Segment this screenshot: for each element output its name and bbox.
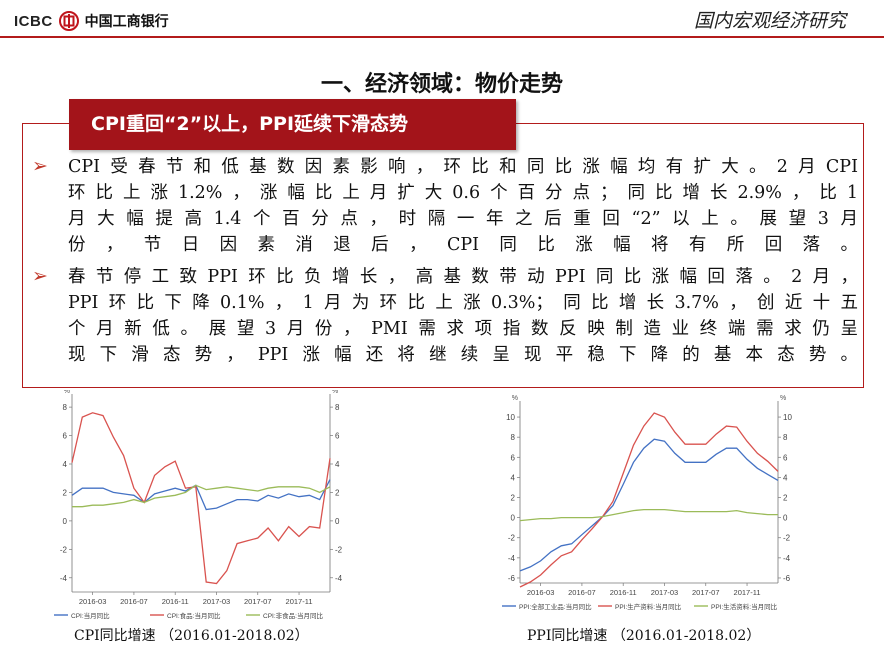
paragraph-line: 个月新低。展望3月份，PMI需求项指数反映制造业终端需求仍呈 [68,319,858,339]
series-line [71,479,331,511]
legend-label: CPI:非食品:当月同比 [263,611,323,620]
y-tick-label-left: -6 [508,574,516,583]
bullet-arrow-icon: ➢ [32,155,48,177]
y-tick-label-right: 10 [783,413,792,422]
bullet-arrow-icon: ➢ [32,265,48,287]
y-unit-label-right: % [332,390,338,395]
series-line [519,412,779,588]
y-tick-label-left: 0 [63,517,68,526]
x-tick-label: 2016-11 [610,588,637,597]
x-tick-label: 2016-03 [79,597,107,606]
paragraph-line: 环比上涨1.2%，涨幅比上月扩大0.6个百分点；同比增长2.9%，比1 [68,183,858,203]
ppi-chart-caption: PPI同比增速 （2016.01-2018.02） [527,628,761,644]
y-unit-label-left: % [64,390,70,395]
y-tick-label-left: 4 [63,460,68,469]
bullet-paragraph: 春节停工致PPI环比负增长，高基数带动PPI同比涨幅回落。2月， PPI环比下降… [68,264,858,368]
y-tick-label-right: -6 [783,574,791,583]
y-tick-label-right: -2 [335,545,343,554]
bank-name: 中国工商银行 [84,14,169,30]
section-title: 国内宏观经济研究 [693,10,846,32]
cpi-line-chart: % % -4 -4 -2 -2 0 0 2 2 4 4 6 6 8 8 2016-03 2016-07 2016-1… [54,390,343,620]
page-title: 一、经济领域：物价走势 [320,72,563,97]
legend-label: PPI:生活资料:当月同比 [711,602,778,611]
x-tick-label: 2017-03 [203,597,231,606]
y-tick-label-left: 4 [511,473,516,482]
series-line [519,438,779,572]
y-unit-label-right: % [780,395,786,402]
y-tick-label-right: 0 [335,517,340,526]
y-tick-label-right: 2 [783,494,788,503]
x-tick-label: 2016-11 [162,597,189,606]
y-tick-label-left: -2 [508,534,516,543]
header-divider [0,36,884,38]
y-tick-label-right: 2 [335,488,340,497]
y-unit-label-left: % [512,395,518,402]
x-tick-label: 2016-07 [120,597,148,606]
x-tick-label: 2016-07 [568,588,596,597]
series-line [519,508,778,522]
paragraph-line: CPI受春节和低基数因素影响，环比和同比涨幅均有扩大。2月CPI [68,157,858,177]
legend-label: CPI:食品:当月同比 [167,611,221,620]
logo-text: ICBC [14,12,53,30]
y-tick-label-left: 6 [63,432,68,441]
cpi-chart-caption: CPI同比增速 （2016.01-2018.02） [74,628,309,644]
y-tick-label-right: 8 [335,403,340,412]
legend-label: PPI:生产资料:当月同比 [615,602,682,611]
y-tick-label-left: 6 [511,453,516,462]
x-tick-label: 2017-07 [244,597,272,606]
paragraph-line: PPI环比下降0.1%，1月为环比上涨0.3%；同比增长3.7%，创近十五 [68,293,858,313]
paragraph-line: 份，节日因素消退后，CPI同比涨幅将有所回落。 [68,235,858,255]
y-tick-label-left: 10 [506,413,515,422]
y-tick-label-left: 2 [511,494,516,503]
legend-label: PPI:全部工业品:当月同比 [519,602,592,611]
icbc-emblem-icon [58,11,79,31]
bank-logo: ICBC 中国工商银行 [14,9,169,33]
x-tick-label: 2017-07 [692,588,720,597]
y-tick-label-left: 8 [63,403,68,412]
x-tick-label: 2017-11 [734,588,761,597]
y-tick-label-left: 8 [511,433,516,442]
paragraph-line: 春节停工致PPI环比负增长，高基数带动PPI同比涨幅回落。2月， [68,267,858,287]
y-tick-label-left: -4 [508,554,516,563]
section-banner: CPI重回“2”以上，PPI延续下滑态势 [69,99,516,150]
y-tick-label-left: 2 [63,488,68,497]
y-tick-label-left: 0 [511,514,516,523]
x-tick-label: 2016-03 [527,588,555,597]
y-tick-label-right: -2 [783,534,791,543]
y-tick-label-right: 6 [335,432,340,441]
y-tick-label-right: 4 [783,473,788,482]
series-line [72,484,331,508]
y-tick-label-right: 8 [783,433,788,442]
y-tick-label-right: -4 [783,554,791,563]
y-tick-label-left: -4 [60,574,68,583]
y-tick-label-right: 6 [783,453,788,462]
series-line [71,412,331,585]
y-tick-label-left: -2 [60,545,68,554]
x-tick-label: 2017-03 [651,588,679,597]
legend-label: CPI:当月同比 [71,611,110,620]
x-tick-label: 2017-11 [286,597,313,606]
y-tick-label-right: 0 [783,514,788,523]
paragraph-line: 月大幅提高1.4个百分点，时隔一年之后重回“2”以上。展望3月 [68,209,858,229]
bullet-paragraph: CPI受春节和低基数因素影响，环比和同比涨幅均有扩大。2月CPI 环比上涨1.2… [68,154,858,258]
ppi-line-chart: % % -6 -6 -4 -4 -2 -2 0 0 2 2 4 4 6 6 8 8 10 10 2016-03 2016-… [502,395,792,611]
paragraph-line: 现下滑态势，PPI涨幅还将继续呈现平稳下降的基本态势。 [68,345,858,365]
y-tick-label-right: 4 [335,460,340,469]
y-tick-label-right: -4 [335,574,343,583]
